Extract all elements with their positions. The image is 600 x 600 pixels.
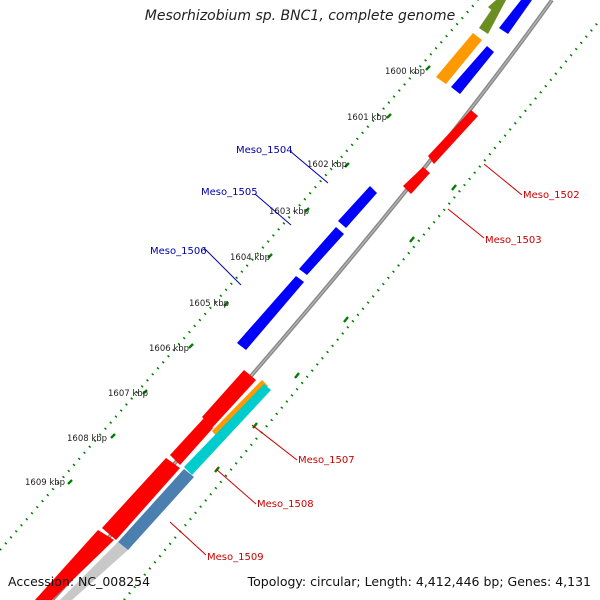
gene-label-meso-1507: Meso_1507: [298, 455, 355, 466]
reverse-genes: [237, 0, 532, 350]
gene-meso-1503: [403, 167, 430, 194]
tick-label-1606: 1606 kbp: [149, 344, 189, 354]
tick-labels: 1600 kbp 1601 kbp 1602 kbp 1603 kbp 1604…: [25, 67, 425, 488]
tick-1605: [223, 301, 229, 307]
forward-genes: [35, 110, 478, 600]
leader-meso-1504: [289, 150, 329, 184]
feature-cyan-1508: [184, 384, 271, 475]
gene-label-meso-1502: Meso_1502: [523, 190, 580, 201]
leader-meso-1503: [447, 208, 485, 239]
leader-meso-1507: [251, 424, 298, 461]
label-leaders: [169, 150, 523, 556]
tick-1608: [110, 433, 116, 439]
gene-label-meso-1505: Meso_1505: [201, 187, 258, 198]
tick-label-1603: 1603 kbp: [269, 207, 309, 217]
gene-label-meso-1504: Meso_1504: [236, 145, 293, 156]
feature-grey: [60, 542, 128, 600]
inner-tick: [252, 422, 258, 429]
inner-dots: [123, 19, 600, 600]
tick-1603: [304, 207, 310, 213]
leader-meso-1505: [254, 193, 292, 226]
feature-orange-top: [436, 33, 482, 84]
gene-meso-1504: [338, 186, 377, 228]
outer-tick-ring: [0, 0, 479, 551]
feature-steelblue-1509: [118, 469, 194, 550]
gene-label-meso-1508: Meso_1508: [257, 499, 314, 510]
gene-blue-top: [451, 46, 494, 94]
tick-label-1605: 1605 kbp: [189, 299, 229, 309]
tick-label-1609: 1609 kbp: [25, 478, 65, 488]
gene-red-1: [202, 370, 256, 428]
gene-label-meso-1506: Meso_1506: [150, 246, 207, 257]
gene-meso-1505: [299, 227, 344, 275]
tick-1604: [267, 253, 273, 259]
accession-text: Accession: NC_008254: [8, 574, 151, 589]
feature-olive: [479, 0, 506, 34]
gene-blue-topmost: [499, 0, 532, 34]
tick-1606: [188, 343, 194, 349]
tick-1601: [386, 113, 392, 119]
leader-meso-1509: [169, 521, 207, 556]
gene-label-meso-1509: Meso_1509: [207, 552, 264, 563]
tick-label-1600: 1600 kbp: [385, 67, 425, 77]
gene-meso-1502: [428, 110, 478, 164]
tick-1600: [425, 65, 431, 71]
tick-1602: [344, 162, 350, 168]
outer-dots: [0, 0, 479, 551]
tick-label-1602: 1602 kbp: [307, 160, 347, 170]
topology-text: Topology: circular; Length: 4,412,446 bp…: [247, 574, 591, 589]
leader-meso-1506: [203, 247, 242, 286]
gene-red-2: [170, 418, 213, 465]
major-ticks: [67, 65, 431, 485]
tick-1609: [67, 479, 73, 485]
tick-1607: [142, 389, 148, 395]
tick-label-1604: 1604 kbp: [230, 253, 270, 263]
map-title: Mesorhizobium sp. BNC1, complete genome: [144, 8, 456, 24]
tick-label-1607: 1607 kbp: [108, 389, 148, 399]
tick-label-1608: 1608 kbp: [67, 434, 107, 444]
tick-label-1601: 1601 kbp: [347, 113, 387, 123]
gene-labels: Meso_1502 Meso_1503 Meso_1504 Meso_1505 …: [150, 145, 580, 563]
leader-meso-1508: [215, 468, 257, 505]
inner-tick: [294, 372, 300, 379]
inner-tick-ring: [123, 19, 600, 600]
gene-label-meso-1503: Meso_1503: [485, 235, 542, 246]
leader-meso-1502: [483, 163, 523, 196]
gene-red-3: [102, 458, 180, 540]
inner-tick: [451, 184, 457, 191]
gene-meso-1506: [237, 276, 304, 350]
inner-tick: [343, 316, 349, 323]
gene-red-4: [35, 530, 114, 600]
inner-tick: [409, 236, 415, 243]
